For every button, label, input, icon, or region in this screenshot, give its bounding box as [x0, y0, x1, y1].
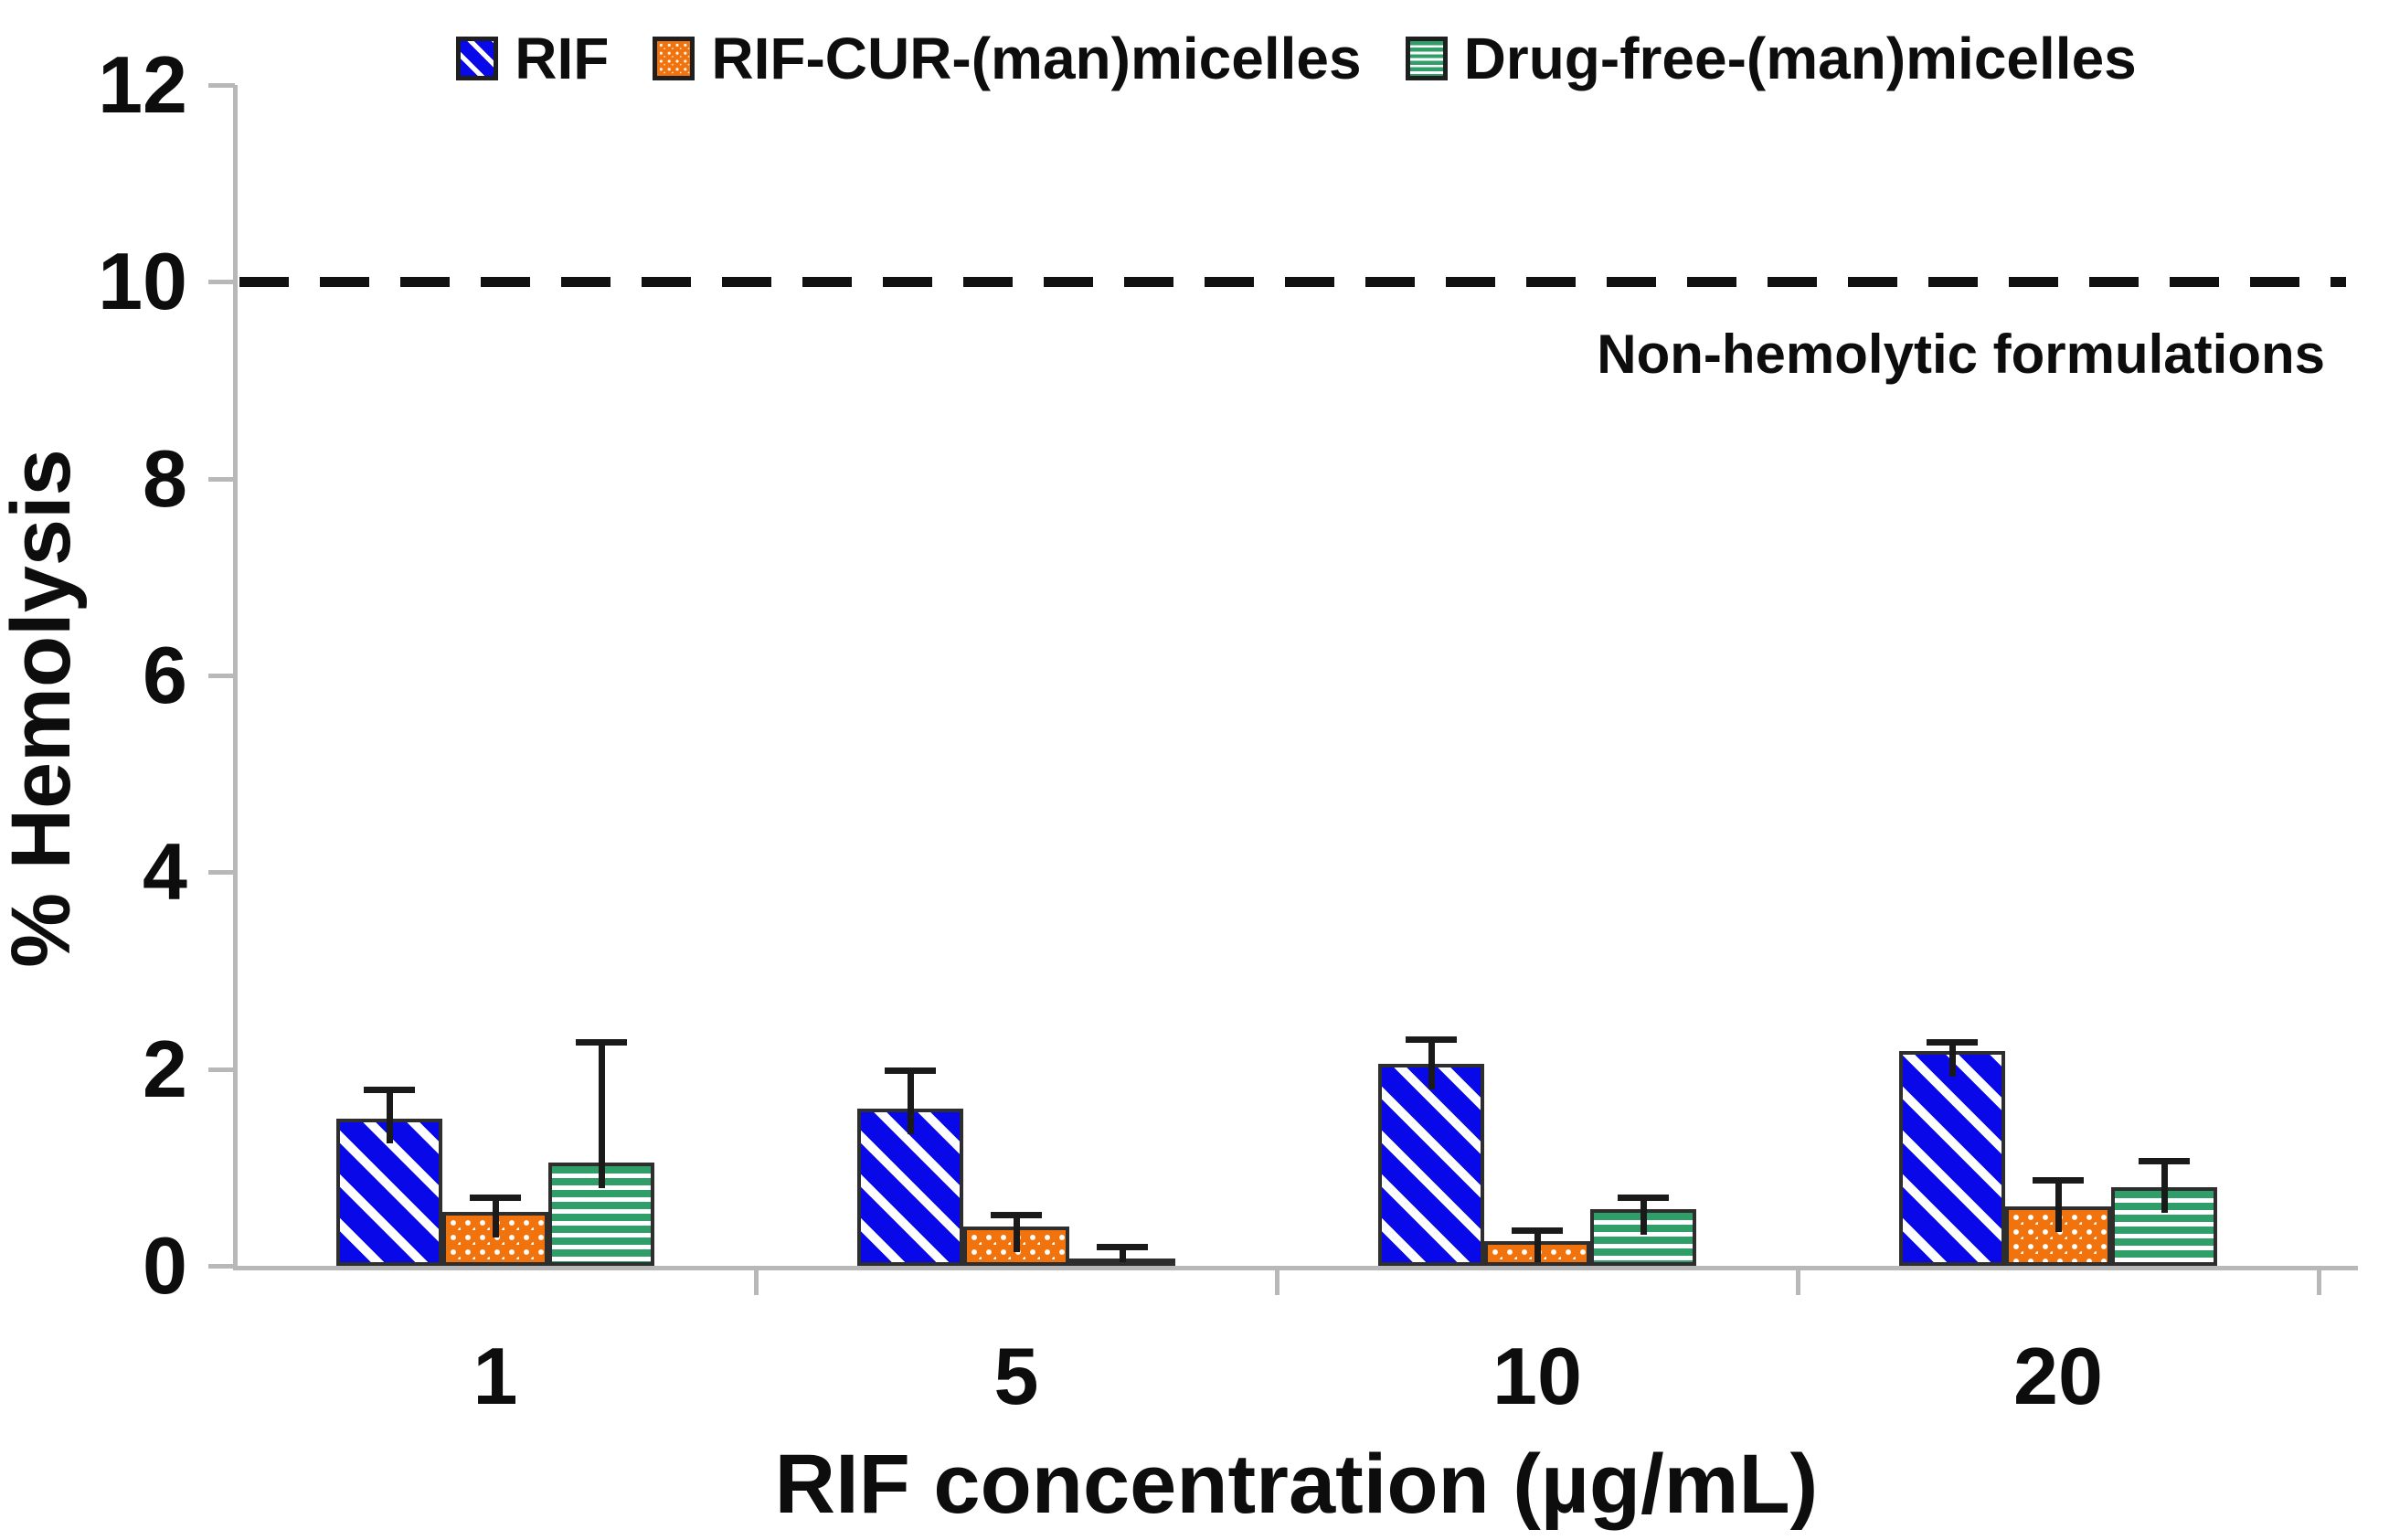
error-bar-cap — [991, 1211, 1042, 1218]
bar-drug-free-man-micelles-20 — [2111, 1186, 2217, 1266]
bar-rif-cur-man-micelles-5 — [963, 1226, 1069, 1266]
x-category-label: 1 — [472, 1331, 518, 1421]
error-bar-cap — [576, 1039, 627, 1046]
y-tick — [208, 674, 235, 678]
error-bar-stem — [386, 1087, 393, 1144]
error-bar-cap — [1406, 1036, 1457, 1044]
legend-item: RIF — [456, 29, 609, 88]
error-bar-stem — [907, 1067, 914, 1134]
bar-rif-20 — [1899, 1051, 2005, 1266]
legend-swatch-icon — [653, 37, 695, 80]
error-bar-stem — [1948, 1039, 1956, 1078]
bar-rif-10 — [1378, 1064, 1484, 1266]
legend-item: Drug-free-(man)micelles — [1405, 26, 2137, 91]
y-tick-label: 2 — [143, 1023, 187, 1114]
x-axis-title: RIF concentration (µg/mL) — [774, 1438, 1819, 1531]
x-tick — [1796, 1266, 1800, 1295]
x-category-label: 10 — [1492, 1331, 1582, 1421]
error-bar-cap — [470, 1195, 521, 1202]
y-tick-label: 0 — [143, 1220, 187, 1311]
y-tick-label: 6 — [143, 630, 187, 720]
y-tick — [208, 280, 235, 285]
y-tick-label: 10 — [98, 236, 187, 327]
y-tick — [208, 870, 235, 876]
error-bar-stem — [1013, 1211, 1020, 1252]
legend-label: Drug-free-(man)micelles — [1463, 26, 2137, 91]
error-bar-stem — [1119, 1244, 1126, 1262]
y-tick-label: 12 — [98, 39, 187, 130]
error-bar-cap — [1512, 1227, 1563, 1234]
y-tick — [208, 1067, 235, 1072]
legend-swatch-icon — [456, 37, 499, 80]
y-tick — [208, 476, 235, 482]
error-bar-stem — [1640, 1195, 1647, 1235]
error-bar-stem — [2161, 1157, 2168, 1213]
y-tick-label: 8 — [143, 432, 187, 524]
legend-label: RIF-CUR-(man)micelles — [711, 26, 1362, 91]
y-tick — [208, 83, 235, 88]
x-category-label: 5 — [993, 1331, 1039, 1421]
error-bar-cap — [1927, 1039, 1978, 1046]
x-category-label: 20 — [2013, 1331, 2103, 1421]
chart-legend: RIF RIF-CUR-(man)micelles Drug-free-(man)m… — [235, 22, 2358, 95]
legend-label: RIF — [515, 26, 610, 91]
error-bar-stem — [492, 1195, 499, 1237]
x-axis-line — [233, 1266, 2358, 1270]
y-tick — [208, 1264, 235, 1269]
x-tick — [2317, 1266, 2321, 1295]
bar-rif-cur-man-micelles-20 — [2005, 1206, 2111, 1266]
reference-line-label: Non-hemolytic formulations — [1597, 324, 2325, 385]
error-bar-cap — [2139, 1157, 2190, 1164]
error-bar-cap — [364, 1087, 415, 1094]
error-bar-cap — [1097, 1244, 1148, 1251]
legend-swatch-icon — [1405, 37, 1448, 80]
legend-item: RIF-CUR-(man)micelles — [653, 26, 1362, 91]
bar-drug-free-man-micelles-10 — [1590, 1208, 1696, 1266]
error-bar-cap — [885, 1067, 936, 1074]
error-bar-stem — [598, 1039, 605, 1188]
error-bar-stem — [1428, 1036, 1435, 1090]
error-bar-cap — [2033, 1177, 2084, 1184]
y-tick-label: 4 — [143, 826, 187, 918]
x-tick — [754, 1266, 759, 1295]
error-bar-stem — [1534, 1227, 1541, 1262]
reference-dashed-line — [239, 277, 2346, 288]
y-axis-line — [233, 85, 238, 1270]
error-bar-stem — [2055, 1177, 2062, 1233]
error-bar-cap — [1618, 1195, 1669, 1202]
x-tick — [1275, 1266, 1279, 1295]
